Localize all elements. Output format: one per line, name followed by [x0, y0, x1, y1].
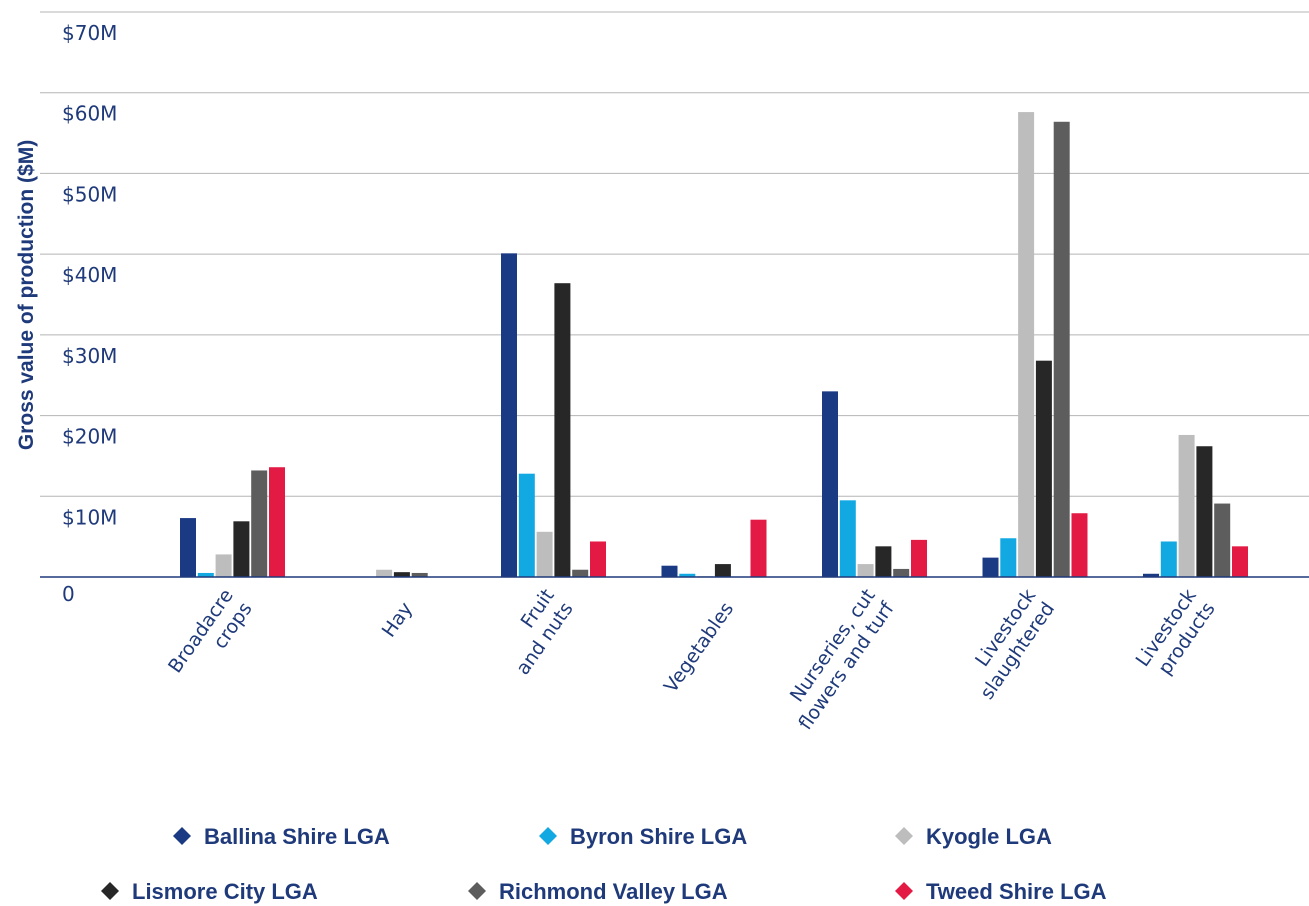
legend-item: Lismore City LGA	[101, 879, 318, 904]
category-label: Fruitand nuts	[493, 585, 578, 679]
bar	[376, 569, 393, 577]
legend-marker	[101, 882, 119, 900]
bar	[1071, 513, 1088, 577]
y-tick-label: $10M	[62, 505, 117, 529]
bar	[1232, 546, 1248, 577]
legend-label: Richmond Valley LGA	[499, 879, 728, 904]
bar	[1178, 434, 1195, 577]
bar	[554, 283, 571, 577]
legend-item: Ballina Shire LGA	[173, 824, 390, 849]
y-tick-label: $30M	[62, 344, 117, 368]
legend-marker	[173, 827, 191, 845]
legend-marker	[895, 827, 913, 845]
bar	[269, 467, 285, 577]
bar	[215, 554, 232, 577]
y-axis-title: Gross value of production ($M)	[15, 140, 38, 450]
bar	[1143, 573, 1159, 577]
bar	[661, 565, 678, 577]
legend-marker	[895, 882, 913, 900]
bar	[839, 500, 856, 577]
bar	[536, 531, 553, 577]
y-tick-label: $20M	[62, 425, 117, 449]
bar	[982, 557, 999, 577]
legend-label: Kyogle LGA	[926, 824, 1052, 849]
y-tick-label: $40M	[62, 263, 117, 287]
bar	[590, 541, 606, 577]
bar	[679, 573, 696, 577]
legend-label: Ballina Shire LGA	[204, 824, 390, 849]
category-label: Nurseries, cutflowers and turf	[775, 584, 899, 734]
legend-item: Byron Shire LGA	[539, 824, 747, 849]
legend-item: Kyogle LGA	[895, 824, 1052, 849]
y-tick-label: $50M	[62, 182, 117, 206]
legend-label: Byron Shire LGA	[570, 824, 747, 849]
bar	[857, 564, 874, 577]
legend-item: Tweed Shire LGA	[895, 879, 1107, 904]
legend: Ballina Shire LGA Byron Shire LGA Kyogle L…	[101, 824, 1107, 904]
gridlines	[40, 11, 1309, 497]
category-label: Hay	[378, 598, 417, 641]
category-labels: Broadacrecrops Hay Fruitand nuts Vegetables…	[164, 584, 1220, 734]
bar	[875, 546, 892, 577]
bar	[1018, 112, 1035, 577]
category-label: Livestockproducts	[1132, 585, 1220, 684]
bar	[911, 539, 927, 577]
bar	[180, 518, 196, 577]
y-tick-label: $60M	[62, 102, 117, 126]
bar	[251, 470, 268, 577]
y-tick-label: 0	[62, 582, 75, 606]
bar	[572, 569, 589, 577]
bar	[750, 519, 767, 577]
legend-label: Tweed Shire LGA	[926, 879, 1107, 904]
bar	[518, 473, 535, 577]
bar	[411, 572, 428, 577]
bar	[1196, 446, 1213, 577]
bar	[822, 391, 838, 577]
legend-marker	[539, 827, 557, 845]
bar	[501, 253, 517, 578]
bar	[197, 572, 214, 577]
bar	[714, 564, 731, 577]
legend-item: Richmond Valley LGA	[468, 879, 728, 904]
category-label: Broadacrecrops	[164, 585, 256, 690]
y-axis-tick-labels: 0 $10M $20M $30M $40M $50M $60M $70M	[62, 21, 117, 606]
category-label: Vegetables	[660, 598, 738, 697]
bar	[893, 568, 910, 577]
legend-marker	[468, 882, 486, 900]
bar	[1160, 541, 1177, 577]
category-label: Livestockslaughtered	[957, 585, 1059, 704]
y-tick-label: $70M	[62, 21, 117, 45]
bar	[1053, 121, 1070, 578]
bar	[233, 521, 250, 577]
bars	[180, 112, 1248, 578]
bar	[1035, 360, 1052, 577]
bar	[393, 572, 410, 577]
bar	[1214, 503, 1231, 577]
bar	[1000, 538, 1017, 577]
legend-label: Lismore City LGA	[132, 879, 318, 904]
